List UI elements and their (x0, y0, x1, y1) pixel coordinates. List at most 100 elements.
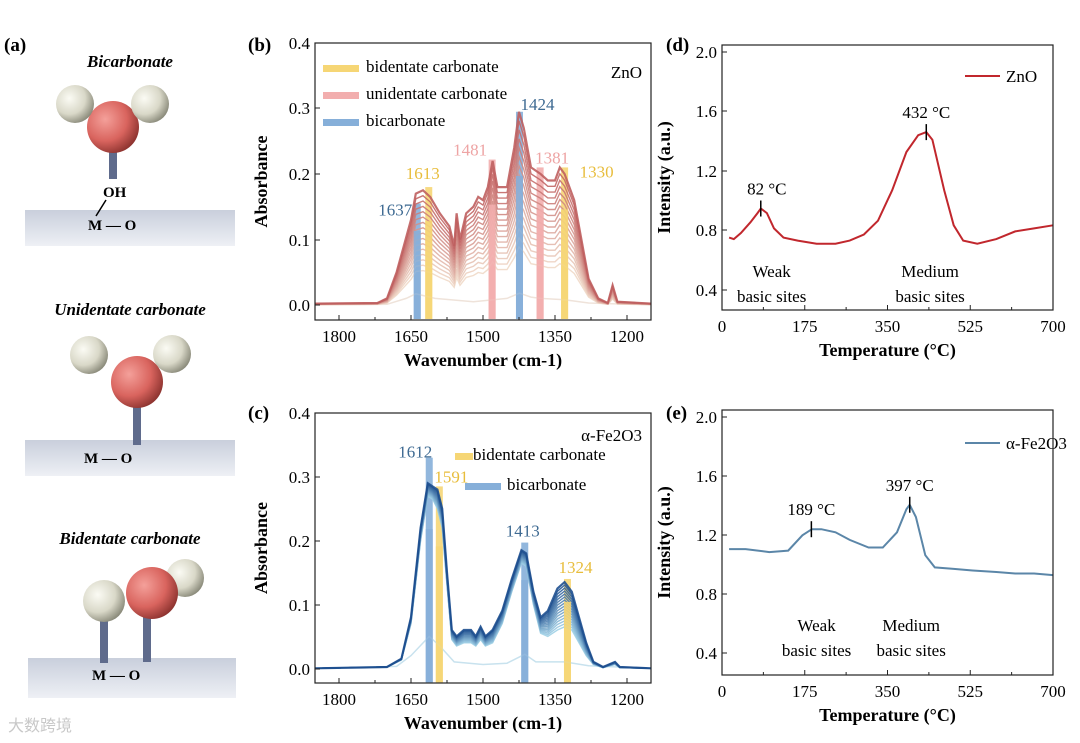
spectrum-curve (314, 227, 652, 306)
white-atom (56, 85, 94, 123)
band-bar-overlay (435, 546, 443, 683)
legend-swatch-bicarbonate (465, 483, 501, 490)
bond-stick (143, 612, 151, 662)
legend-label: bidentate carbonate (366, 57, 499, 76)
surface-label: M — O (92, 668, 140, 684)
y-tick-label: 1.2 (696, 526, 717, 545)
x-tick-label: 0 (718, 682, 727, 701)
x-tick-label: 1500 (466, 327, 500, 346)
molecule-title-bicarbonate: Bicarbonate (87, 52, 173, 71)
y-axis-label: Intensity (a.u.) (654, 121, 675, 234)
legend-swatch-bidentate (323, 65, 359, 72)
bond-stick (109, 145, 117, 179)
surface-label: M — O (88, 218, 136, 234)
y-tick-label: 0.1 (289, 231, 310, 250)
spectrum-curve (314, 481, 652, 670)
white-atom (83, 580, 125, 622)
legend-label: unidentate carbonate (366, 84, 507, 103)
y-tick-label: 0.4 (289, 34, 311, 53)
x-tick-label: 175 (792, 317, 818, 336)
y-axis-label: Absorbance (251, 502, 271, 594)
x-axis-label: Wavenumber (cm-1) (404, 713, 562, 734)
x-tick-label: 1350 (538, 327, 572, 346)
band-label: 1381 (535, 148, 569, 167)
x-tick-label: 525 (958, 682, 984, 701)
legend-label: bidentate carbonate (473, 445, 606, 464)
x-tick-label: 1800 (322, 690, 356, 709)
sample-label: α-Fe2O3 (581, 426, 642, 445)
x-tick-label: 1650 (394, 327, 428, 346)
band-bar-overlay (425, 529, 433, 683)
bond-stick (100, 615, 108, 663)
x-tick-label: 1500 (466, 690, 500, 709)
x-tick-label: 1200 (610, 690, 644, 709)
site-annotation: basic sites (737, 287, 806, 306)
bond-stick (133, 400, 141, 445)
band-label: 1413 (506, 522, 540, 541)
chart-e: 189 °C 397 °C Weak basic sites Medium basic s… (654, 408, 1067, 726)
y-tick-label: 1.6 (696, 102, 717, 121)
band-label: 1324 (558, 558, 593, 577)
site-annotation: Weak (797, 616, 836, 635)
site-annotation: Medium (882, 616, 940, 635)
spectrum-curve (314, 145, 652, 305)
band-label: 1330 (580, 162, 614, 181)
x-tick-label: 350 (875, 317, 901, 336)
molecule-title-bidentate: Bidentate carbonate (59, 529, 201, 548)
surface-slab (25, 440, 235, 476)
y-tick-label: 0.4 (289, 404, 311, 423)
x-tick-label: 700 (1040, 317, 1066, 336)
y-axis-label: Absorbance (251, 135, 271, 227)
y-tick-label: 2.0 (696, 408, 717, 427)
spectrum-curve (314, 163, 652, 305)
band-bar-overlay (521, 580, 529, 683)
legend-swatch-bicarbonate (323, 119, 359, 126)
band-label: 1591 (434, 467, 468, 486)
chart-d: 82 °C 432 °C Weak basic sites Medium basic si… (654, 43, 1066, 361)
x-tick-label: 1350 (538, 690, 572, 709)
band-bar-overlay (488, 204, 496, 319)
white-atom (70, 336, 108, 374)
legend-label: bicarbonate (366, 111, 445, 130)
molecule-title-unidentate: Unidentate carbonate (54, 300, 206, 319)
tpd-curve (728, 130, 1054, 245)
spectrum-curve (314, 111, 652, 305)
y-tick-label: 1.2 (696, 162, 717, 181)
y-tick-label: 0.2 (289, 532, 310, 551)
oxygen-atom (111, 356, 163, 408)
white-atom (131, 85, 169, 123)
x-axis-label: Wavenumber (cm-1) (404, 350, 562, 371)
chart-b: 1637 1613 1481 1424 1381 1330 bidentate carbon… (251, 34, 652, 371)
band-bar-overlay (515, 175, 523, 319)
panel-label-c: (c) (248, 403, 270, 424)
peak-label: 397 °C (886, 476, 934, 495)
x-tick-label: 175 (792, 682, 818, 701)
y-tick-label: 0.8 (696, 221, 717, 240)
spectrum-curve (314, 154, 652, 305)
y-tick-label: 0.8 (696, 585, 717, 604)
x-tick-label: 1200 (610, 327, 644, 346)
site-annotation: basic sites (895, 287, 964, 306)
panel-label-d: (d) (666, 35, 690, 56)
site-annotation: basic sites (782, 641, 851, 660)
molecule-diagrams: OH M — O M — O M — O (25, 85, 236, 698)
y-tick-label: 0.2 (289, 165, 310, 184)
y-tick-label: 0.0 (289, 296, 310, 315)
peak-label: 189 °C (787, 500, 835, 519)
band-label: 1612 (398, 443, 432, 462)
oxygen-atom (87, 101, 139, 153)
y-tick-label: 1.6 (696, 467, 717, 486)
x-tick-label: 1650 (394, 690, 428, 709)
band-label: 1424 (520, 95, 555, 114)
legend-label: α-Fe2O3 (1006, 434, 1067, 453)
legend-swatch-unidentate (323, 92, 359, 99)
spectrum-curve (314, 138, 652, 305)
x-axis-label: Temperature (°C) (819, 340, 956, 361)
band-bar-overlay (563, 601, 571, 683)
surface-slab (28, 658, 236, 698)
band-bar-overlay (561, 209, 569, 319)
y-tick-label: 0.3 (289, 468, 310, 487)
peak-label: 432 °C (902, 103, 950, 122)
